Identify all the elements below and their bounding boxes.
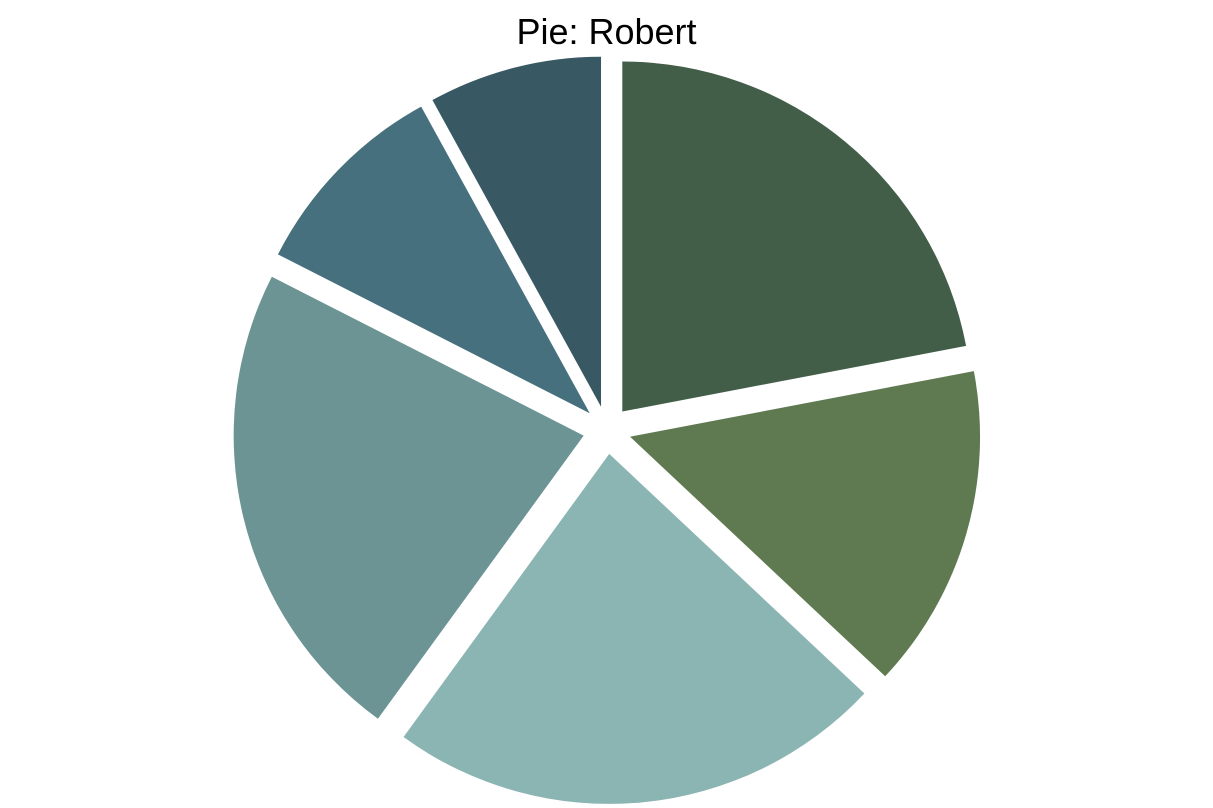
pie-slices	[233, 56, 981, 804]
pie-slice-4	[233, 276, 584, 719]
pie-slice-1	[622, 61, 967, 412]
pie-slice-6	[432, 56, 602, 407]
chart-title: Pie: Robert	[516, 11, 697, 52]
pie-slice-3	[403, 453, 865, 804]
pie-slice-2	[630, 371, 981, 677]
pie-slice-5	[277, 106, 590, 414]
